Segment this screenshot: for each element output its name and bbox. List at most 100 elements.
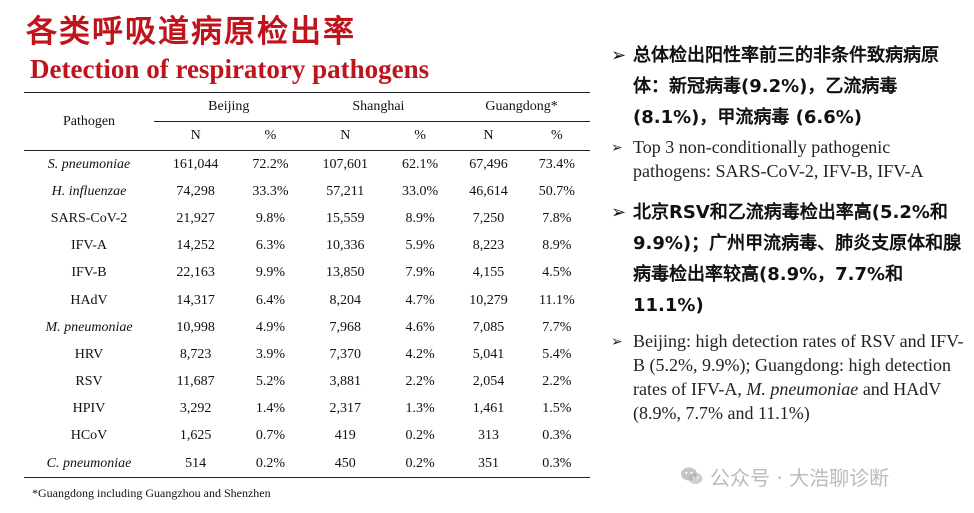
- footnote: *Guangdong including Guangzhou and Shenz…: [32, 486, 271, 500]
- summary-bullet: ➢ 总体检出阳性率前三的非条件致病病原体：新冠病毒(9.2%)，乙流病毒 (8.1…: [605, 40, 965, 133]
- pathogen-name: IFV-A: [70, 238, 108, 254]
- percent-cell: 33.0%: [401, 183, 439, 199]
- percent-cell: 0.3%: [542, 428, 572, 444]
- count-cell: 3,292: [179, 401, 212, 417]
- count-cell: 1,625: [179, 428, 212, 444]
- percent-cell: 33.3%: [252, 183, 289, 199]
- title-english: Detection of respiratory pathogens: [30, 54, 430, 84]
- percent-cell: 1.5%: [542, 401, 572, 417]
- percent-cell: 5.2%: [255, 374, 286, 390]
- count-cell: 67,496: [469, 156, 508, 172]
- percent-cell: 7.8%: [542, 210, 572, 226]
- count-cell: 8,223: [472, 238, 505, 254]
- percent-cell: 0.2%: [405, 428, 435, 444]
- percent-cell: 5.4%: [542, 346, 572, 362]
- count-cell: 14,317: [176, 292, 215, 308]
- count-cell: 313: [477, 428, 499, 444]
- pathogen-table-container: Pathogen Beijing Shanghai Guangdong* N %…: [24, 92, 590, 479]
- percent-cell: 73.4%: [538, 156, 575, 172]
- count-cell: 7,250: [472, 210, 505, 226]
- percent-cell: 3.9%: [255, 346, 286, 362]
- watermark: 公众号 · 大浩聊诊断: [680, 460, 970, 494]
- table-row: M. pneumoniae 10,998 4.9% 7,968 4.6% 7,085 7.7…: [24, 314, 590, 341]
- table-row: HRV 8,723 3.9% 7,370 4.2% 5,041 5.4%: [24, 341, 590, 368]
- subheader-n: N: [303, 121, 387, 151]
- count-cell: 419: [334, 428, 356, 444]
- percent-cell: 0.3%: [523, 450, 590, 479]
- percent-cell: 4.9%: [255, 319, 286, 335]
- count-cell: 7,370: [329, 346, 362, 362]
- percent-cell: 4.5%: [542, 265, 572, 281]
- count-cell: 21,927: [176, 210, 215, 226]
- subheader-n: N: [154, 121, 238, 151]
- count-cell: 15,559: [326, 210, 365, 226]
- pathogen-name: HRV: [74, 346, 104, 362]
- count-cell: 46,614: [469, 183, 508, 199]
- table-row: HPIV 3,292 1.4% 2,317 1.3% 1,461 1.5%: [24, 396, 590, 423]
- subheader-pct: %: [237, 121, 304, 151]
- summary-bullet: ➢ Beijing: high detection rates of RSV an…: [605, 329, 965, 425]
- count-cell: 7,085: [472, 319, 505, 335]
- table-row: RSV 11,687 5.2% 3,881 2.2% 2,054 2.2%: [24, 369, 590, 396]
- title-chinese: 各类呼吸道病原检出率: [26, 14, 356, 50]
- pathogen-name: HAdV: [70, 292, 108, 308]
- arrow-bullet-icon: ➢: [611, 141, 623, 156]
- count-cell: 10,336: [326, 238, 365, 254]
- percent-cell: 6.3%: [255, 238, 286, 254]
- count-cell: 7,968: [329, 319, 362, 335]
- percent-cell: 5.9%: [405, 238, 435, 254]
- percent-cell: 8.9%: [542, 238, 572, 254]
- count-cell: 11,687: [176, 374, 215, 390]
- summary-bullet: ➢ Top 3 non-conditionally pathogenic path…: [605, 135, 965, 183]
- count-cell: 5,041: [472, 346, 505, 362]
- pathogen-name: HPIV: [72, 401, 106, 417]
- arrow-bullet-icon: ➢: [611, 202, 627, 223]
- percent-cell: 9.8%: [255, 210, 286, 226]
- percent-cell: 2.2%: [542, 374, 572, 390]
- percent-cell: 9.9%: [255, 265, 286, 281]
- percent-cell: 4.2%: [405, 346, 435, 362]
- percent-cell: 7.9%: [405, 265, 435, 281]
- count-cell: 22,163: [176, 265, 215, 281]
- summary-bullet: ➢ 北京RSV和乙流病毒检出率高(5.2%和9.9%)；广州甲流病毒、肺炎支原体和…: [605, 197, 965, 321]
- count-cell: 8,723: [179, 346, 212, 362]
- percent-cell: 1.4%: [255, 401, 286, 417]
- wechat-icon: [681, 467, 703, 484]
- count-cell: 2,317: [329, 401, 362, 417]
- percent-cell: 2.2%: [405, 374, 435, 390]
- bullet-text: 北京RSV和乙流病毒检出率高(5.2%和9.9%)；广州甲流病毒、肺炎支原体和腺…: [633, 202, 962, 316]
- table-row: IFV-A 14,252 6.3% 10,336 5.9% 8,223 8.9%: [24, 233, 590, 260]
- bullet-text-part: and HAdV (8.9%, 7.7% and 11.1%): [633, 379, 941, 423]
- table-body: S. pneumoniae 161,044 72.2% 107,601 62.1% 67,…: [24, 151, 590, 479]
- count-cell: 57,211: [326, 183, 365, 199]
- percent-cell: 4.6%: [405, 319, 435, 335]
- table-row: SARS-CoV-2 21,927 9.8% 15,559 8.9% 7,250 7.8%: [24, 205, 590, 232]
- count-cell: 514: [154, 450, 238, 479]
- count-cell: 4,155: [472, 265, 505, 281]
- table-row: S. pneumoniae 161,044 72.2% 107,601 62.1% 67,…: [24, 151, 590, 179]
- pathogen-name: SARS-CoV-2: [50, 210, 128, 226]
- table-row: HCoV 1,625 0.7% 419 0.2% 313 0.3%: [24, 423, 590, 450]
- count-cell: 3,881: [329, 374, 362, 390]
- percent-cell: 72.2%: [252, 156, 289, 172]
- count-cell: 1,461: [472, 401, 505, 417]
- percent-cell: 0.7%: [255, 428, 286, 444]
- pathogen-name: M. pneumoniae: [45, 319, 133, 335]
- table-row: C. pneumoniae 514 0.2% 450 0.2% 351 0.3%: [24, 450, 590, 479]
- table-row: H. influenzae 74,298 33.3% 57,211 33.0% 46,61…: [24, 178, 590, 205]
- count-cell: 10,279: [469, 292, 508, 308]
- subheader-pct: %: [523, 121, 590, 151]
- subheader-pct: %: [386, 121, 454, 151]
- count-cell: 74,298: [176, 183, 215, 199]
- pathogen-name: IFV-B: [71, 265, 107, 281]
- group-header-guangdong: Guangdong*: [453, 92, 590, 122]
- table-row: IFV-B 22,163 9.9% 13,850 7.9% 4,155 4.5%: [24, 260, 590, 287]
- count-cell: 450: [303, 450, 387, 479]
- pathogen-name: RSV: [75, 374, 103, 390]
- percent-cell: 6.4%: [255, 292, 286, 308]
- count-cell: 10,998: [176, 319, 215, 335]
- percent-cell: 7.7%: [542, 319, 572, 335]
- arrow-bullet-icon: ➢: [611, 335, 623, 350]
- summary-bullets: ➢ 总体检出阳性率前三的非条件致病病原体：新冠病毒(9.2%)，乙流病毒 (8.1…: [605, 40, 965, 425]
